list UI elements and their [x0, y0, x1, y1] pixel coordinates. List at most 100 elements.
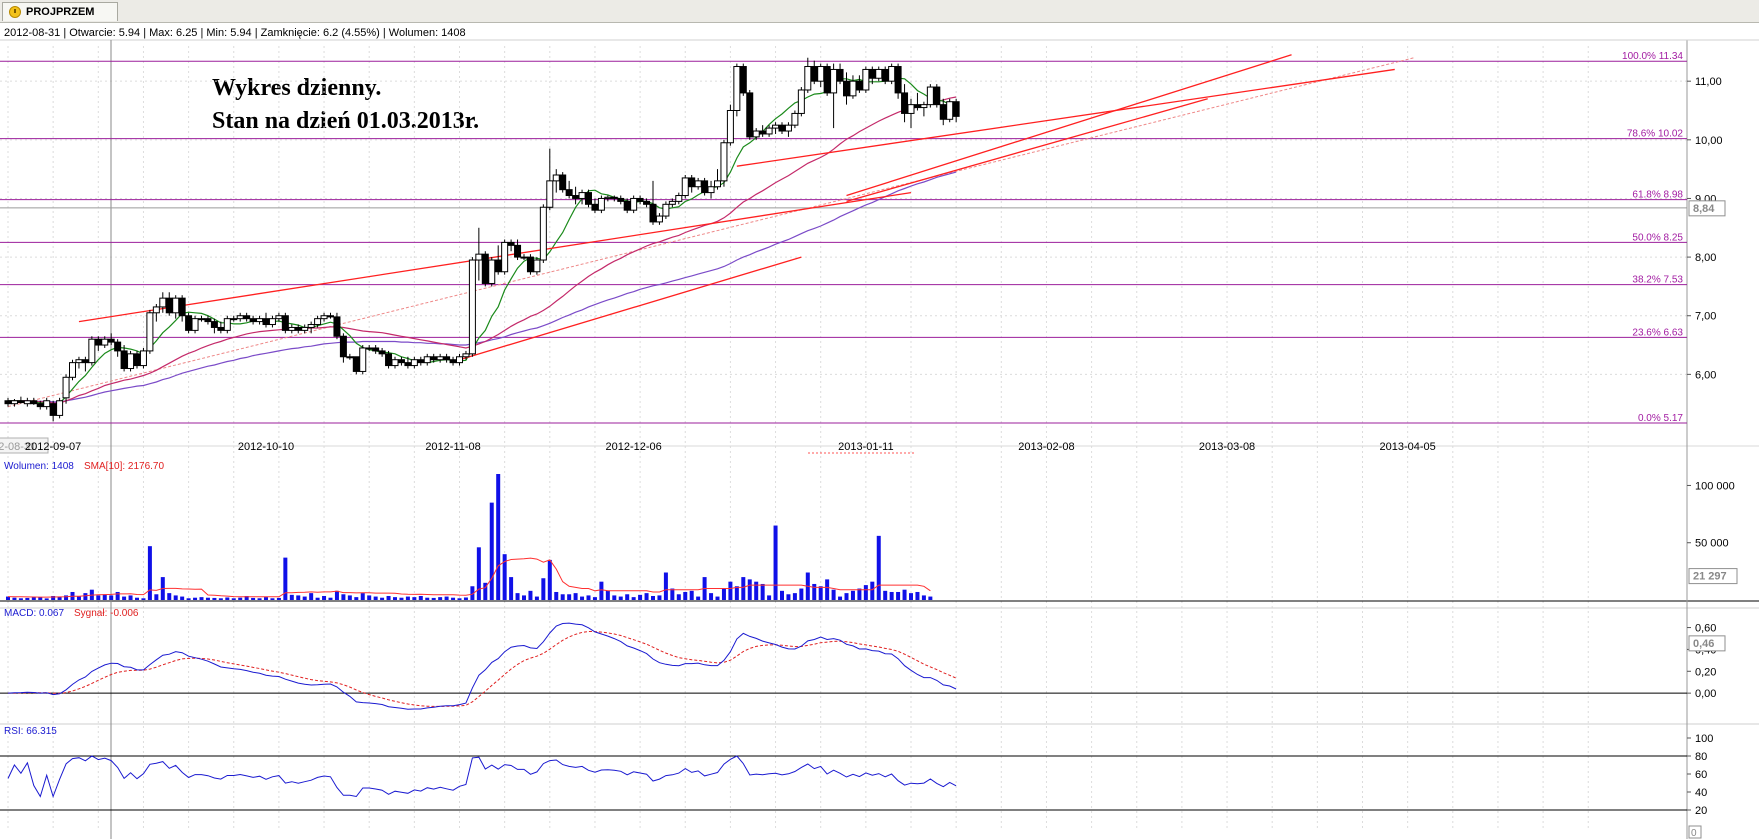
volume-bar — [909, 593, 913, 600]
volume-bar — [534, 596, 539, 600]
crosshair-date-box — [0, 437, 49, 454]
volume-bar — [135, 597, 139, 600]
candle-body — [830, 68, 838, 94]
rsi-line — [7, 755, 957, 799]
candle-body — [288, 326, 296, 331]
volume-bar — [334, 590, 339, 600]
candle-body — [346, 356, 354, 359]
volume-bar — [341, 594, 346, 600]
volume-bar — [231, 598, 236, 600]
candle-body — [823, 66, 831, 94]
candle-body — [791, 112, 799, 126]
candle-body — [662, 203, 670, 217]
volume-label: Wolumen: 1408 — [4, 461, 74, 472]
price-tick-label: 11,00 — [1695, 76, 1722, 88]
volume-bar — [657, 595, 662, 600]
volume-bar — [728, 581, 733, 600]
volume-current-label: 21 297 — [1693, 571, 1727, 583]
volume-bar — [838, 596, 843, 600]
candle-body — [597, 197, 605, 211]
candle-body — [107, 338, 115, 343]
volume-bar — [721, 588, 726, 600]
volume-bar — [844, 593, 849, 600]
volume-bar — [322, 595, 327, 600]
candle-body — [655, 215, 663, 223]
fibonacci-level-label: 0.0% 5.17 — [1638, 413, 1683, 424]
candle-body — [526, 256, 534, 273]
candle-body — [152, 306, 160, 314]
volume-bar — [205, 597, 210, 600]
macd-current-box — [1688, 635, 1726, 652]
candle-body — [223, 318, 231, 331]
candle-body — [56, 400, 64, 416]
candle-body — [733, 66, 741, 111]
candle-body — [778, 124, 786, 132]
fibonacci-level-label: 38.2% 7.53 — [1632, 275, 1683, 286]
macd-tick-label: 0,60 — [1695, 623, 1716, 635]
candle-body — [759, 130, 767, 135]
volume-bar — [709, 593, 714, 600]
candle-body — [539, 206, 547, 261]
volume-bar — [309, 593, 314, 600]
candle-body — [146, 312, 154, 352]
candle-body — [630, 197, 638, 211]
volume-bar — [96, 595, 101, 600]
volume-bar — [651, 595, 655, 600]
candle-body — [701, 180, 709, 194]
volume-bar — [644, 593, 649, 600]
candle-body — [501, 241, 509, 273]
volume-bar — [257, 598, 262, 600]
candle-body — [443, 356, 451, 361]
current-price-label: 8,84 — [1693, 203, 1715, 215]
volume-bar — [451, 597, 456, 600]
volume-bar — [580, 596, 585, 600]
volume-bar — [212, 597, 217, 600]
macd-current-label: 0,46 — [1693, 638, 1714, 650]
candle-body — [81, 359, 89, 364]
candle-body — [855, 80, 863, 91]
volume-bar — [393, 597, 397, 600]
candle-body — [262, 318, 270, 326]
macd-tick-label: 0,00 — [1695, 688, 1716, 700]
candle-body — [694, 180, 702, 188]
candle-body — [636, 197, 644, 202]
candle-body — [920, 104, 928, 109]
candle-body — [281, 315, 289, 331]
volume-bar — [541, 578, 546, 600]
candle-body — [365, 347, 373, 350]
date-tick-label: 2012-11-08 — [425, 441, 480, 453]
volume-bar — [760, 583, 765, 600]
volume-bar — [915, 591, 920, 600]
volume-bar — [25, 597, 30, 600]
trend-line — [736, 68, 1395, 167]
rsi-current-box — [1688, 825, 1702, 839]
volume-bar — [773, 525, 778, 600]
ma-short-line — [8, 77, 957, 407]
volume-bar — [167, 593, 172, 600]
volume-bar — [528, 590, 533, 600]
candle-body — [578, 192, 586, 199]
candle-body — [385, 353, 393, 367]
candle-body — [623, 200, 631, 211]
volume-bar — [638, 594, 643, 600]
candle-body — [488, 259, 496, 284]
warning-icon — [9, 6, 21, 18]
volume-bar — [270, 598, 275, 600]
candle-body — [746, 92, 754, 138]
candle-body — [675, 195, 683, 202]
volume-bar — [870, 581, 875, 600]
candle-body — [514, 244, 522, 258]
volume-bar — [238, 597, 243, 600]
volume-bar — [218, 598, 223, 600]
date-tick-label: 2012-08-31 — [0, 441, 36, 453]
candle-body — [765, 127, 773, 135]
volume-bar — [180, 596, 185, 600]
candle-body — [410, 359, 418, 367]
tab-bar: PROJPRZEM — [0, 0, 1759, 23]
candle-body — [565, 189, 573, 197]
date-tick-label: 2012-10-10 — [238, 441, 294, 453]
candle-body — [417, 359, 425, 364]
tab-projprzem[interactable]: PROJPRZEM — [2, 2, 118, 21]
candle-body — [133, 353, 141, 367]
